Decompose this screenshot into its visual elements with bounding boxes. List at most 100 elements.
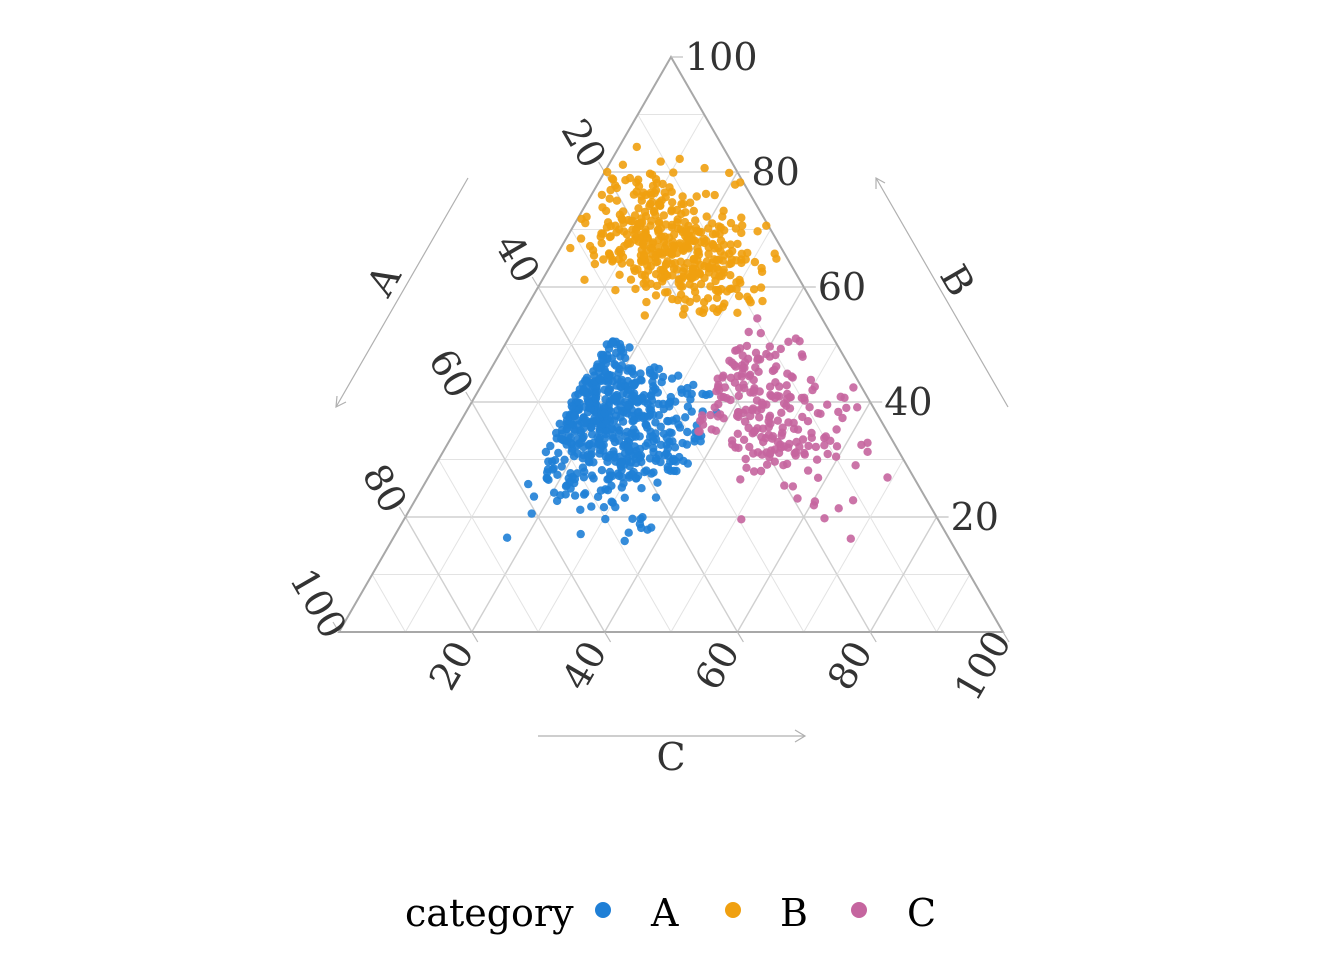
point-b xyxy=(634,204,643,213)
point-b xyxy=(618,207,628,216)
point-a xyxy=(630,380,639,390)
point-a xyxy=(641,441,650,451)
point-a xyxy=(601,514,610,524)
point-b xyxy=(669,264,679,273)
point-a xyxy=(596,445,605,455)
point-a xyxy=(627,393,636,403)
point-a xyxy=(677,385,686,394)
point-c xyxy=(816,409,825,418)
point-b xyxy=(730,180,740,189)
point-b xyxy=(725,168,734,178)
point-a xyxy=(671,457,681,466)
point-b xyxy=(660,188,669,197)
point-b xyxy=(656,273,665,282)
point-b xyxy=(692,192,701,201)
tick-mark-a-40 xyxy=(531,276,539,288)
point-a xyxy=(608,337,617,347)
point-a xyxy=(608,498,617,507)
tick-label-c-100: 100 xyxy=(946,623,1020,708)
point-a xyxy=(647,523,656,532)
point-c xyxy=(804,441,813,451)
point-c xyxy=(785,392,794,402)
point-a xyxy=(698,389,707,399)
point-b xyxy=(675,154,684,164)
point-a xyxy=(595,374,604,384)
point-b xyxy=(738,221,747,230)
point-a xyxy=(645,365,655,375)
point-b xyxy=(750,257,760,267)
triangle-frame xyxy=(337,55,1005,633)
point-a xyxy=(581,376,590,385)
point-a xyxy=(595,434,604,443)
point-b xyxy=(661,260,671,270)
point-b xyxy=(619,227,629,236)
point-a xyxy=(583,450,593,459)
point-c xyxy=(713,383,723,392)
point-a xyxy=(620,536,629,546)
point-a xyxy=(614,368,623,377)
point-c xyxy=(838,413,847,423)
point-b xyxy=(603,167,612,177)
point-c xyxy=(751,363,760,372)
point-b xyxy=(648,250,657,259)
point-b xyxy=(719,206,728,215)
point-a xyxy=(623,400,632,410)
point-a xyxy=(529,492,539,501)
point-a xyxy=(576,505,585,514)
point-c xyxy=(742,341,752,351)
point-b xyxy=(733,308,742,317)
point-a xyxy=(653,388,662,397)
point-b xyxy=(598,203,607,212)
point-a xyxy=(567,402,576,411)
point-b xyxy=(700,163,709,173)
tick-label-b-60: 60 xyxy=(818,265,866,309)
point-c xyxy=(746,411,755,421)
legend-key-b xyxy=(725,902,741,918)
point-b xyxy=(646,199,655,209)
point-b xyxy=(656,265,665,275)
point-a xyxy=(624,528,633,537)
tick-label-a-80: 80 xyxy=(354,457,416,521)
point-a xyxy=(611,411,621,420)
point-b xyxy=(678,192,687,201)
point-a xyxy=(604,344,614,353)
point-a xyxy=(627,429,636,438)
point-a xyxy=(672,414,681,423)
point-c xyxy=(740,383,749,393)
legend-label-b: B xyxy=(780,891,808,935)
point-c xyxy=(720,383,730,392)
point-c xyxy=(812,455,822,464)
legend-label-c: C xyxy=(907,891,936,935)
point-b xyxy=(716,223,725,232)
point-b xyxy=(599,255,608,264)
point-b xyxy=(639,250,649,259)
point-b xyxy=(679,199,688,209)
point-a xyxy=(560,455,569,464)
point-a xyxy=(679,456,688,466)
point-b xyxy=(704,224,713,233)
tick-label-c-40: 40 xyxy=(553,634,615,698)
point-c xyxy=(803,466,813,475)
point-b xyxy=(678,227,687,237)
point-a xyxy=(651,456,660,465)
data-points xyxy=(502,142,892,546)
point-b xyxy=(651,291,661,300)
point-b xyxy=(611,286,620,295)
point-c xyxy=(757,404,766,414)
point-b xyxy=(608,257,617,266)
point-c xyxy=(820,441,829,450)
point-b xyxy=(605,194,614,203)
point-b xyxy=(704,262,713,272)
point-a xyxy=(601,485,610,494)
point-c xyxy=(832,425,841,434)
point-a xyxy=(601,359,611,368)
point-c xyxy=(780,481,789,490)
point-b xyxy=(758,296,767,306)
point-a xyxy=(647,469,656,478)
point-b xyxy=(626,275,636,284)
point-a xyxy=(554,448,563,458)
point-b xyxy=(689,254,698,264)
point-b xyxy=(606,232,615,241)
point-a xyxy=(608,471,617,481)
point-b xyxy=(656,201,665,210)
